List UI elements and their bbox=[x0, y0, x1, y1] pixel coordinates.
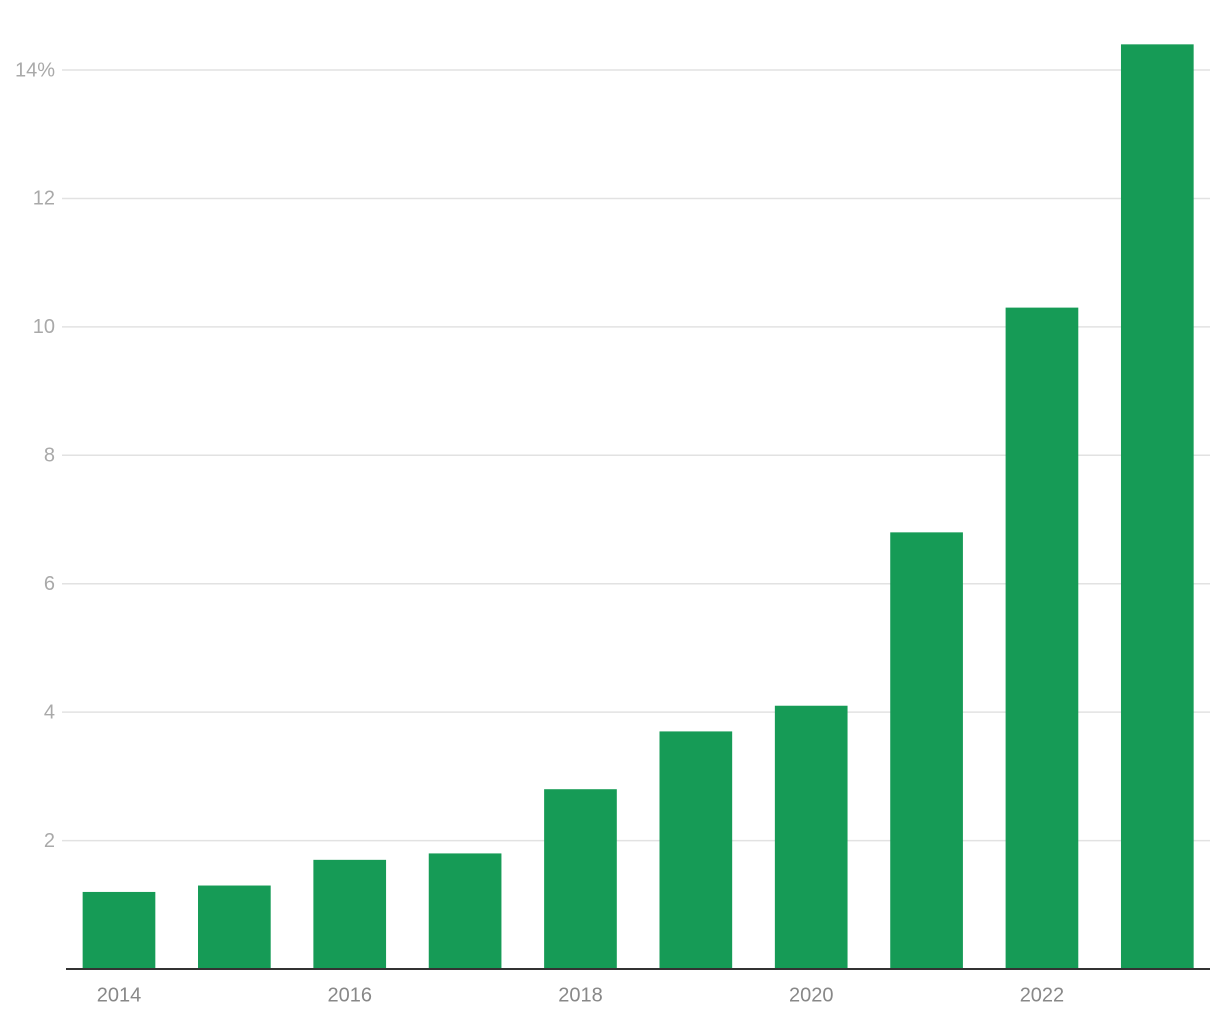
bar bbox=[1120, 44, 1194, 969]
x-tick-label: 2016 bbox=[327, 984, 372, 1006]
x-tick-label: 2022 bbox=[1020, 984, 1065, 1006]
bar bbox=[659, 731, 733, 969]
bar bbox=[82, 891, 156, 969]
x-tick-label: 2018 bbox=[558, 984, 603, 1006]
bar bbox=[774, 705, 848, 969]
bar bbox=[890, 532, 963, 969]
y-tick-label: 8 bbox=[44, 445, 55, 467]
x-tick-label: 2020 bbox=[789, 984, 834, 1006]
y-tick-label: 12 bbox=[33, 188, 55, 210]
y-tick-label: 6 bbox=[44, 573, 55, 595]
y-tick-label: 4 bbox=[44, 701, 55, 723]
y-tick-label: 10 bbox=[33, 316, 55, 338]
bar bbox=[1005, 307, 1079, 969]
bar bbox=[198, 885, 271, 969]
bar bbox=[313, 859, 387, 969]
bar bbox=[544, 789, 617, 969]
bar bbox=[428, 853, 502, 969]
y-tick-label: 2 bbox=[44, 830, 55, 852]
x-tick-label: 2014 bbox=[97, 984, 142, 1006]
y-tick-label: 14% bbox=[15, 59, 55, 81]
